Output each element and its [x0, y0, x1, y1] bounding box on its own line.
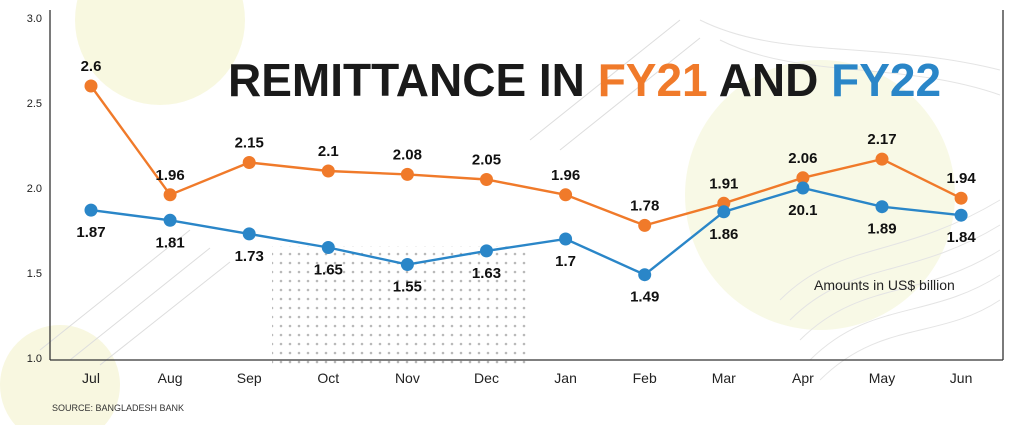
data-label-fy22: 1.55 [393, 279, 422, 296]
data-label-fy22: 1.49 [630, 289, 659, 306]
data-label-fy22: 1.89 [867, 221, 896, 238]
data-label-fy21: 2.17 [867, 131, 896, 148]
series-lines [90, 85, 962, 277]
x-tick-label: Nov [395, 370, 420, 386]
data-point-fy21 [480, 173, 493, 186]
x-tick-label: Mar [712, 370, 736, 386]
data-label-fy22: 20.1 [788, 202, 817, 219]
data-point-fy21 [796, 171, 810, 185]
data-point-fy21 [242, 156, 256, 169]
data-label-fy22: 1.87 [76, 224, 105, 241]
data-label-fy21: 2.06 [788, 150, 817, 167]
data-label-fy21: 1.94 [946, 170, 976, 187]
data-label-fy22: 1.73 [235, 248, 264, 265]
y-tick-label: 1.0 [27, 353, 42, 365]
data-point-fy22 [400, 258, 414, 271]
data-point-fy21 [954, 191, 968, 205]
data-point-fy22 [480, 244, 493, 258]
y-axis-ticks: 1.0 1.5 2.0 2.5 3.0 [27, 13, 42, 365]
chart-title-part: FY22 [831, 54, 941, 106]
x-tick-label: Sep [237, 370, 262, 386]
y-tick-label: 3.0 [27, 13, 42, 25]
data-label-fy22: 1.63 [472, 265, 501, 282]
data-label-fy21: 1.96 [551, 167, 580, 184]
x-tick-label: Aug [158, 370, 183, 386]
data-label-fy21: 2.15 [235, 135, 264, 152]
source-note: SOURCE: BANGLADESH BANK [52, 403, 184, 413]
x-tick-label: Dec [474, 370, 499, 386]
x-tick-label: Apr [792, 370, 814, 386]
data-label-fy21: 1.91 [709, 175, 738, 192]
data-point-fy22 [638, 268, 652, 282]
data-label-fy22: 1.84 [946, 229, 976, 246]
data-label-fy21: 2.1 [318, 143, 339, 160]
y-tick-label: 2.5 [27, 98, 42, 110]
y-tick-label: 1.5 [27, 268, 42, 280]
data-point-fy22 [321, 241, 335, 254]
x-tick-label: Oct [317, 370, 339, 386]
chart-title-part: FY21 [598, 54, 708, 106]
data-point-fy22 [242, 227, 256, 241]
data-label-fy21: 1.78 [630, 197, 659, 214]
units-annotation: Amounts in US$ billion [814, 277, 955, 293]
data-label-fy21: 2.6 [81, 58, 102, 75]
data-point-fy22 [559, 232, 573, 246]
series-line-fy22 [90, 186, 962, 277]
data-point-fy22 [163, 213, 177, 227]
data-point-fy21 [84, 79, 98, 93]
data-label-fy21: 2.08 [393, 146, 422, 163]
data-point-fy21 [163, 188, 177, 202]
chart-title-part: REMITTANCE IN [228, 54, 598, 106]
series-data-labels: 2.6 1.96 2.15 2.1 2.08 2.05 1.96 1.78 1.91 2.06 2.… [76, 58, 976, 306]
data-point-fy21 [559, 188, 573, 202]
x-axis-ticks: Jul Aug Sep Oct Nov Dec Jan Feb Mar Apr May Jun [82, 370, 972, 386]
data-label-fy22: 1.7 [555, 253, 576, 270]
chart-axes [49, 10, 1004, 361]
x-tick-label: Feb [633, 370, 657, 386]
series-points [84, 79, 968, 282]
x-tick-label: May [869, 370, 895, 386]
data-point-fy22 [796, 181, 810, 195]
x-tick-label: Jan [554, 370, 577, 386]
data-point-fy21 [638, 218, 652, 232]
background-decoration [0, 0, 1001, 425]
data-label-fy21: 2.05 [472, 152, 501, 169]
x-tick-label: Jun [950, 370, 973, 386]
chart-title-part: AND [708, 54, 832, 106]
series-line-fy21 [90, 85, 962, 227]
chart-title: REMITTANCE IN FY21 AND FY22 [228, 54, 941, 106]
data-point-fy21 [400, 167, 414, 181]
data-point-fy22 [875, 200, 889, 214]
data-point-fy21 [321, 164, 335, 178]
data-point-fy22 [954, 208, 968, 222]
data-label-fy22: 1.65 [314, 262, 343, 279]
data-label-fy22: 1.86 [709, 226, 738, 243]
data-point-fy22 [84, 203, 98, 217]
data-point-fy21 [875, 152, 889, 166]
x-tick-label: Jul [82, 370, 100, 386]
data-label-fy22: 1.81 [155, 234, 184, 251]
y-tick-label: 2.0 [27, 183, 42, 195]
data-label-fy21: 1.96 [155, 167, 184, 184]
data-point-fy22 [717, 205, 731, 219]
